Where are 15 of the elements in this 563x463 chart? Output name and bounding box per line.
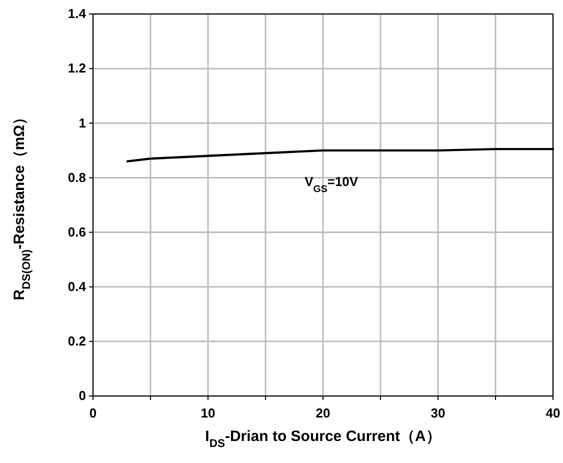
y-tick-label: 0.8 bbox=[68, 170, 86, 185]
y-tick-label: 0 bbox=[78, 388, 86, 404]
y-tick-label: 0.6 bbox=[68, 224, 86, 240]
x-tick-label: 0 bbox=[89, 405, 97, 420]
x-tick-label: 30 bbox=[430, 405, 446, 420]
y-tick-label: 1.2 bbox=[68, 60, 86, 76]
x-tick-label: 20 bbox=[316, 405, 330, 420]
annotation: V$_{GS}$=10V bbox=[304, 174, 358, 194]
y-tick-label: 0.2 bbox=[68, 334, 86, 349]
x-tick-label: 10 bbox=[200, 405, 216, 420]
y-tick-label: 0.4 bbox=[68, 279, 87, 294]
y-tick-label: 1.4 bbox=[68, 6, 87, 22]
y-tick-label: 1 bbox=[78, 115, 86, 130]
x-tick-label: 40 bbox=[546, 405, 560, 420]
x-axis-title: I$_{DS}$-Drian to Source Current（A） bbox=[205, 428, 441, 450]
